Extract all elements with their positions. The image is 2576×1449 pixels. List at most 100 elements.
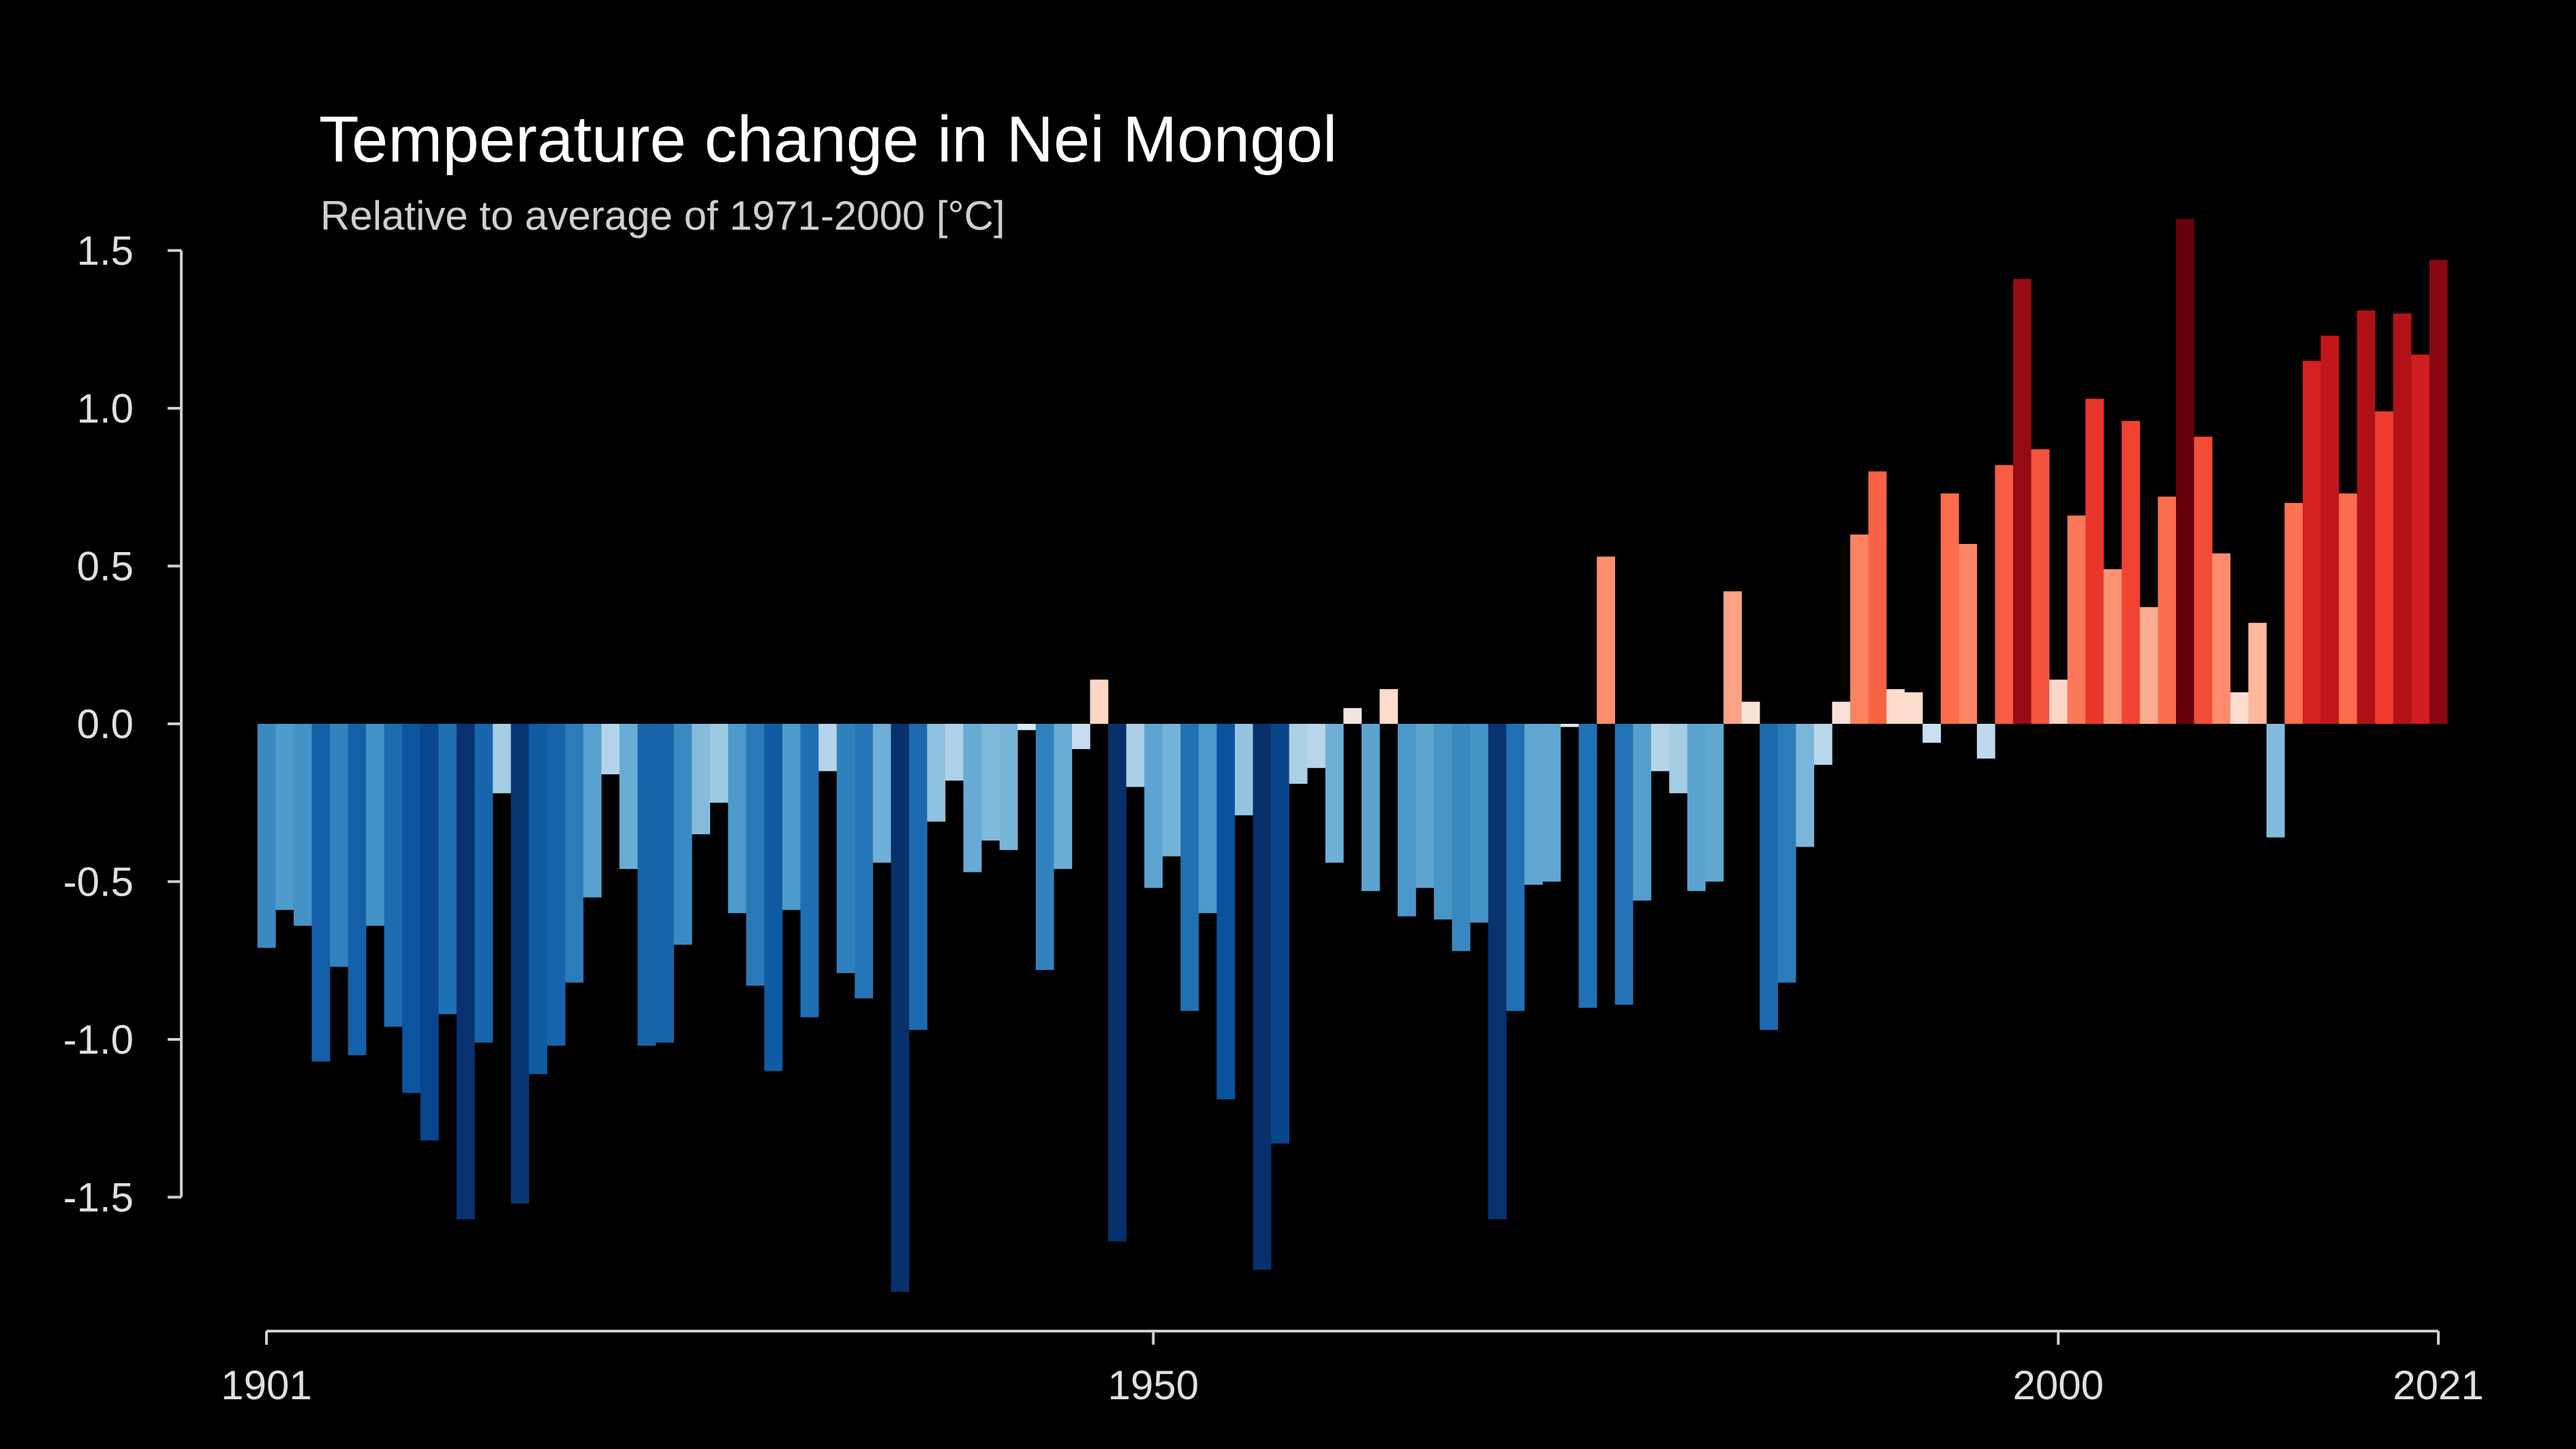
bar-1962	[1361, 724, 1380, 891]
bar-2018	[2375, 411, 2393, 724]
bar-1949	[1126, 724, 1145, 787]
bar-2017	[2357, 310, 2376, 724]
bar-1987	[1813, 724, 1833, 765]
bar-1950	[1144, 724, 1163, 888]
bar-1997	[1995, 465, 2014, 724]
bar-1941	[981, 724, 1000, 841]
bar-1959	[1307, 724, 1326, 768]
bar-2002	[2085, 399, 2104, 724]
bar-2015	[2320, 335, 2340, 724]
bar-1970	[1506, 724, 1525, 1011]
bar-1922	[637, 724, 656, 1046]
bar-1932	[818, 724, 837, 772]
bar-2011	[2248, 622, 2267, 724]
bar-1991	[1886, 689, 1905, 724]
bar-1913	[474, 724, 493, 1043]
bar-1938	[927, 724, 946, 822]
bar-2000	[2049, 680, 2068, 724]
bars-group	[257, 219, 2448, 1292]
bar-1916	[529, 724, 548, 1074]
bar-1994	[1940, 493, 1959, 724]
bar-1920	[601, 724, 620, 775]
bar-1918	[565, 724, 584, 983]
bar-1968	[1470, 724, 1489, 923]
bar-1974	[1578, 724, 1597, 1008]
bar-1988	[1832, 701, 1851, 724]
bar-1940	[963, 724, 982, 872]
chart-title: Temperature change in Nei Mongol	[319, 103, 1338, 176]
bar-2012	[2266, 724, 2285, 838]
bar-1993	[1922, 724, 1942, 743]
bar-2004	[2121, 421, 2141, 724]
y-tick-label: -1.5	[63, 1175, 134, 1221]
bar-2009	[2212, 553, 2230, 724]
bar-2010	[2230, 692, 2249, 724]
bar-1946	[1071, 724, 1090, 750]
bar-1931	[800, 724, 819, 1018]
bar-1930	[782, 724, 801, 911]
bar-1927	[728, 724, 747, 913]
y-tick-label: 0.5	[77, 544, 134, 590]
x-tick-label: 2000	[2013, 1362, 2104, 1408]
bar-1975	[1597, 556, 1615, 724]
bar-1926	[709, 724, 729, 803]
bar-2020	[2411, 354, 2430, 724]
bar-2003	[2103, 569, 2122, 724]
bar-2013	[2284, 502, 2303, 724]
bar-1917	[547, 724, 566, 1046]
bar-1945	[1054, 724, 1073, 869]
bar-1979	[1669, 724, 1688, 793]
bar-1943	[1017, 724, 1037, 731]
bar-1914	[493, 724, 511, 793]
bar-1923	[656, 724, 674, 1043]
bar-2014	[2302, 361, 2321, 724]
bar-1981	[1705, 724, 1724, 882]
bar-1902	[275, 724, 294, 911]
bar-1929	[764, 724, 783, 1071]
bar-1933	[836, 724, 855, 973]
bar-1954	[1216, 724, 1236, 1099]
bar-1905	[330, 724, 348, 967]
bar-1942	[999, 724, 1018, 851]
bar-1910	[420, 724, 439, 1141]
bar-1911	[438, 724, 457, 1014]
bar-1919	[583, 724, 602, 898]
bar-1977	[1633, 724, 1652, 901]
bar-2016	[2339, 493, 2357, 724]
bar-1904	[311, 724, 331, 1062]
bar-1906	[348, 724, 367, 1056]
x-tick-label: 1950	[1108, 1362, 1199, 1408]
bar-1978	[1651, 724, 1670, 772]
bar-1909	[402, 724, 421, 1093]
bar-1990	[1868, 471, 1887, 724]
bar-1972	[1542, 724, 1561, 882]
bar-1998	[2012, 279, 2031, 724]
bar-1901	[257, 724, 276, 948]
bar-1960	[1325, 724, 1344, 863]
bar-1971	[1524, 724, 1543, 885]
x-tick-label: 1901	[221, 1362, 311, 1408]
bar-1973	[1561, 724, 1579, 727]
y-tick-label: -1.0	[63, 1017, 134, 1063]
bar-1956	[1253, 724, 1272, 1270]
bar-1903	[293, 724, 312, 926]
x-tick-label: 2021	[2393, 1362, 2483, 1408]
bar-2007	[2176, 219, 2194, 724]
bar-1963	[1379, 689, 1398, 724]
bar-1980	[1687, 724, 1706, 891]
bar-2008	[2194, 436, 2213, 724]
bar-1955	[1234, 724, 1253, 816]
bar-1915	[510, 724, 530, 1204]
bar-1947	[1090, 680, 1109, 724]
bar-1967	[1452, 724, 1471, 951]
bar-1964	[1398, 724, 1416, 917]
bar-1958	[1289, 724, 1308, 784]
bar-1951	[1162, 724, 1181, 857]
bar-1908	[384, 724, 403, 1027]
chart-subtitle: Relative to average of 1971-2000 [°C]	[320, 193, 1005, 239]
bar-1937	[908, 724, 927, 1031]
bar-1934	[855, 724, 874, 998]
bar-2021	[2429, 260, 2448, 724]
bar-1969	[1488, 724, 1507, 1219]
bar-1985	[1777, 724, 1796, 983]
